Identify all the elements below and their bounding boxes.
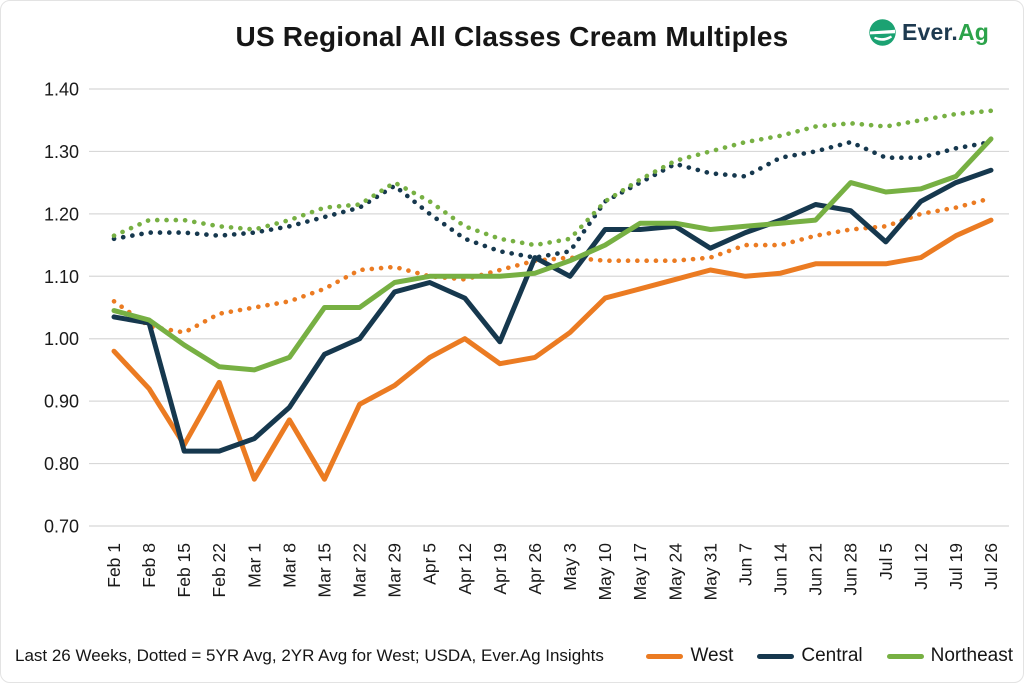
y-axis-tick-label: 1.20 xyxy=(44,204,79,224)
brand-wordmark-prefix: Ever. xyxy=(901,19,958,45)
brand-wordmark-suffix: Ag xyxy=(957,19,989,45)
x-axis-tick-label: Jun 21 xyxy=(806,543,826,596)
x-axis-tick-label: Feb 8 xyxy=(139,543,159,588)
legend-item-northeast: Northeast xyxy=(886,645,1013,667)
y-axis-tick-label: 0.70 xyxy=(44,517,79,537)
series-line-central-5yr-avg xyxy=(111,139,994,260)
y-axis-tick-label: 0.90 xyxy=(44,392,79,412)
x-axis-tick-label: Apr 5 xyxy=(420,543,440,585)
x-axis-tick-label: Mar 15 xyxy=(314,543,334,597)
series-line-west xyxy=(111,217,994,482)
brand-wordmark: Ever.Ag xyxy=(902,19,989,46)
x-axis-tick-label: Jul 26 xyxy=(981,543,1001,590)
legend-swatch-west xyxy=(646,653,684,659)
legend-swatch-northeast xyxy=(886,653,924,659)
x-axis-tick-label: Jun 28 xyxy=(841,543,861,596)
legend-item-central: Central xyxy=(757,645,863,667)
x-axis-tick-label: May 31 xyxy=(700,543,720,600)
x-axis-tick-label: Mar 22 xyxy=(350,543,370,597)
everag-logo-icon xyxy=(868,18,897,47)
brand-logo: Ever.Ag xyxy=(868,18,989,47)
x-axis-tick-label: Apr 12 xyxy=(455,543,475,595)
x-axis-tick-label: Apr 19 xyxy=(490,543,510,595)
x-axis-tick-label: Jul 5 xyxy=(876,543,896,580)
x-axis-tick-label: Feb 15 xyxy=(174,543,194,597)
x-axis-tick-label: Feb 22 xyxy=(209,543,229,597)
legend-swatch-central xyxy=(757,653,795,659)
x-axis-tick-label: Jun 14 xyxy=(771,543,791,596)
x-axis-tick-label: May 10 xyxy=(595,543,615,601)
x-axis-tick-label: May 3 xyxy=(560,543,580,591)
x-axis-tick-label: Feb 1 xyxy=(104,543,124,588)
x-axis-tick-label: May 17 xyxy=(630,543,650,600)
legend-label-central: Central xyxy=(801,645,863,666)
series-line-central xyxy=(111,167,994,454)
legend-item-west: West xyxy=(646,645,733,667)
legend-label-west: West xyxy=(690,645,734,666)
x-axis-tick-label: Mar 29 xyxy=(385,543,405,597)
chart-legend: West Central Northeast xyxy=(646,645,1013,667)
series-line-northeast xyxy=(111,136,994,373)
chart-footnote: Last 26 Weeks, Dotted = 5YR Avg, 2YR Avg… xyxy=(15,646,604,665)
legend-label-northeast: Northeast xyxy=(930,645,1013,666)
chart-title: US Regional All Classes Cream Multiples xyxy=(235,21,789,52)
y-axis-tick-label: 1.00 xyxy=(44,329,79,349)
x-axis-tick-label: Mar 8 xyxy=(279,543,299,588)
y-axis-tick-label: 1.30 xyxy=(44,142,79,162)
x-axis-tick-label: May 24 xyxy=(665,543,685,601)
y-axis-tick-label: 0.80 xyxy=(44,454,79,474)
x-axis-tick-label: Apr 26 xyxy=(525,543,545,595)
x-axis-tick-label: Mar 1 xyxy=(244,543,264,588)
y-axis-tick-label: 1.40 xyxy=(44,80,79,100)
x-axis-tick-label: Jul 12 xyxy=(911,543,931,590)
x-axis-tick-label: Jun 7 xyxy=(735,543,755,586)
series-line-west-2yr-avg xyxy=(111,195,994,335)
y-axis-tick-label: 1.10 xyxy=(44,267,79,287)
x-axis-tick-label: Jul 19 xyxy=(946,543,966,590)
series-line-northeast-5yr-avg xyxy=(111,108,994,248)
